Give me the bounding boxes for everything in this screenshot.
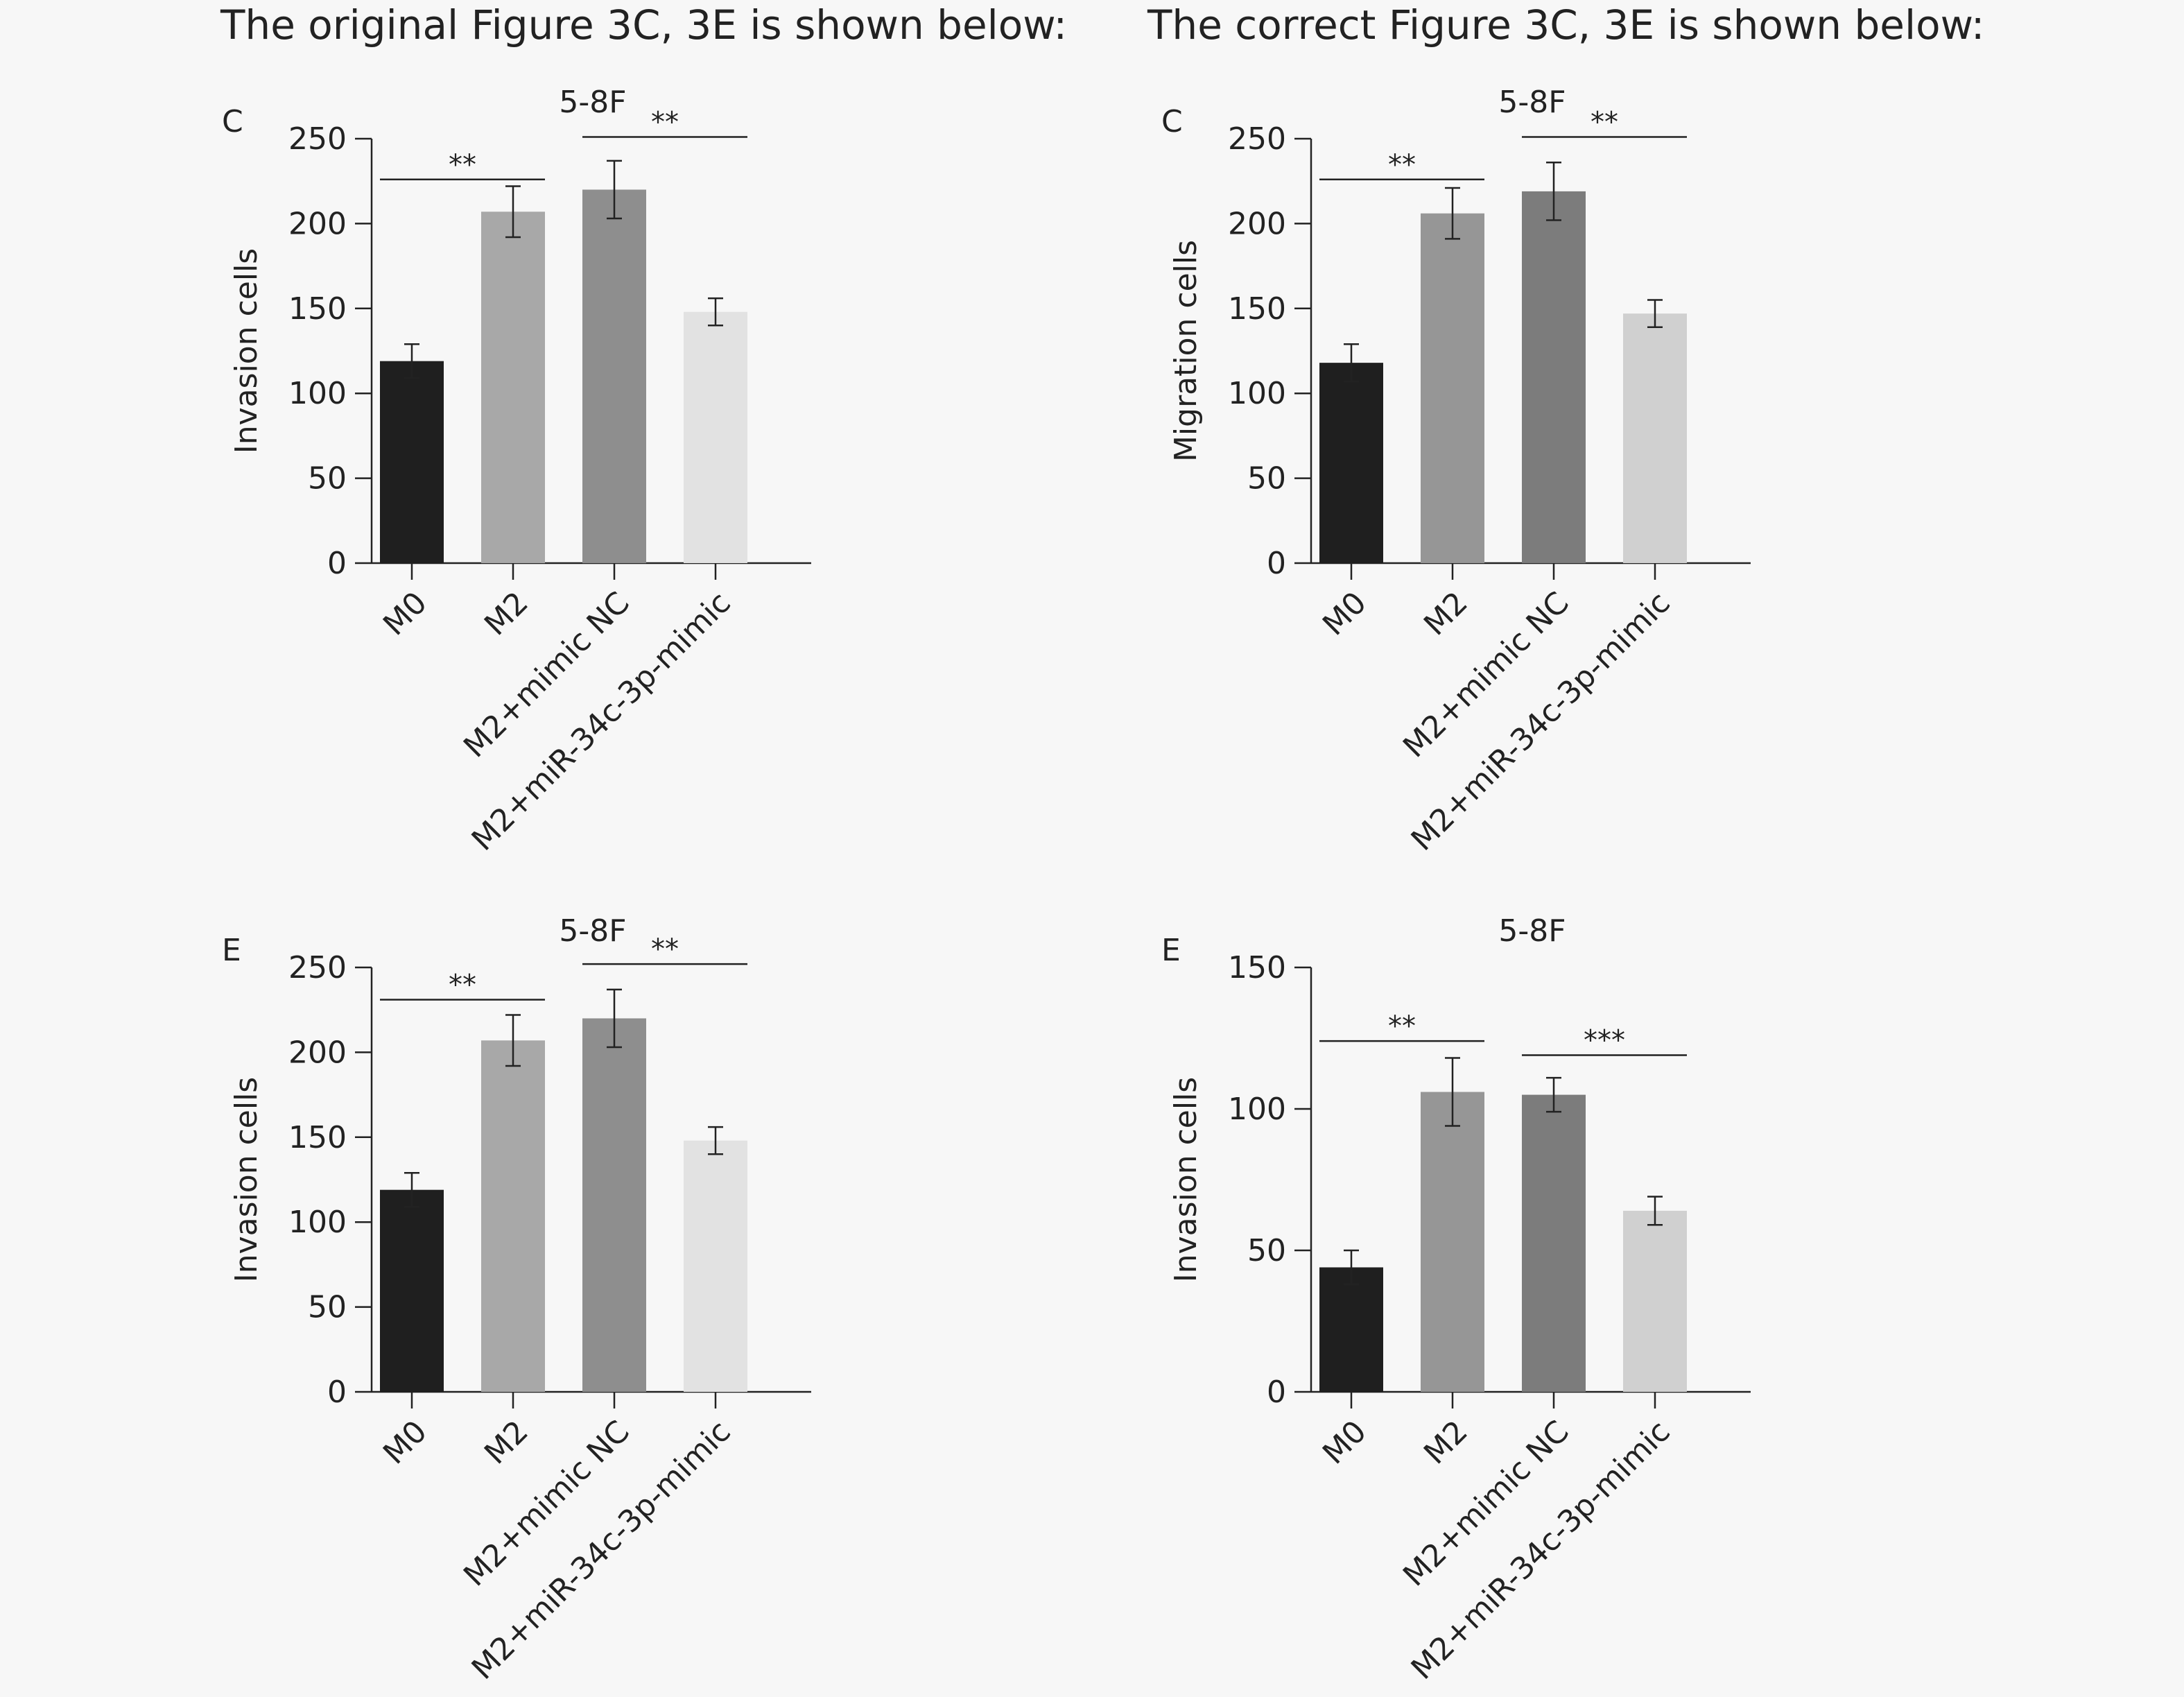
y-tick-label: 250 (288, 950, 347, 985)
y-tick-label: 0 (327, 1375, 347, 1410)
x-tick-label: M0 (1316, 585, 1373, 643)
panel-original-3e: E 5-8F Invasion cells 0 50 100 150 200 250 M0 M2 M2… (208, 898, 1040, 1687)
y-tick-label: 100 (288, 1205, 347, 1240)
significance-label: ** (651, 107, 679, 139)
x-tick-label: M2 (478, 1414, 535, 1472)
heading-original: The original Figure 3C, 3E is shown belo… (220, 1, 1068, 49)
x-tick-label: M0 (376, 1414, 434, 1472)
y-tick-label: 50 (308, 1290, 347, 1325)
significance-label: ** (1388, 1010, 1416, 1042)
y-tick-label: 150 (288, 1120, 347, 1155)
bar (582, 1018, 646, 1392)
x-tick-label: M0 (376, 585, 434, 643)
y-tick-label: 200 (1228, 206, 1286, 241)
significance-label: ** (449, 970, 476, 1001)
x-tick-label: M2 (478, 585, 535, 643)
panel-label: C (1161, 104, 1183, 139)
significance-label: ** (449, 149, 476, 181)
chart-title: 5-8F (1498, 913, 1566, 949)
bar (684, 1140, 747, 1392)
y-tick-label: 100 (1228, 376, 1286, 411)
bar (1623, 313, 1687, 563)
y-tick-label: 150 (1228, 950, 1286, 985)
y-tick-label: 250 (288, 121, 347, 157)
y-tick-label: 200 (288, 206, 347, 241)
bar (1522, 191, 1586, 563)
panel-correct-3e: E 5-8F Invasion cells 0 50 100 150 M0 M2 M2+mimic… (1147, 898, 1979, 1687)
panel-correct-3c: C 5-8F Migration cells 0 50 100 150 200 250 M0 M2 M… (1147, 69, 1979, 858)
bar (1623, 1210, 1687, 1392)
panel-original-3c: C 5-8F Invasion cells 0 50 100 150 200 250 M0 M2 M2… (208, 69, 1040, 858)
y-axis-label: Invasion cells (229, 1077, 264, 1282)
y-tick-label: 250 (1228, 121, 1286, 157)
panel-label: C (222, 104, 243, 139)
y-tick-label: 100 (288, 376, 347, 411)
bar (582, 189, 646, 563)
bar (380, 1189, 444, 1392)
chart-title: 5-8F (559, 913, 626, 949)
x-tick-label: M2 (1417, 585, 1475, 643)
significance-label: ** (1591, 107, 1618, 139)
y-axis-label: Migration cells (1168, 240, 1204, 462)
y-tick-label: 50 (1247, 461, 1286, 497)
heading-correct: The correct Figure 3C, 3E is shown below… (1147, 1, 1985, 49)
bar (1319, 363, 1383, 563)
y-tick-label: 150 (288, 291, 347, 327)
y-axis-label: Invasion cells (229, 248, 264, 454)
y-tick-label: 200 (288, 1035, 347, 1070)
x-tick-label: M0 (1316, 1414, 1373, 1472)
bar (1319, 1267, 1383, 1392)
panel-label: E (222, 933, 241, 968)
bar (380, 361, 444, 563)
bar (1421, 213, 1484, 563)
bar (1421, 1092, 1484, 1392)
bar (684, 311, 747, 563)
x-tick-label: M2 (1417, 1414, 1475, 1472)
y-tick-label: 50 (1247, 1233, 1286, 1268)
significance-label: ** (1388, 149, 1416, 181)
panel-label: E (1161, 933, 1181, 968)
y-tick-label: 0 (1267, 1375, 1286, 1410)
significance-label: ** (651, 933, 679, 965)
y-tick-label: 0 (327, 546, 347, 581)
bar (1522, 1094, 1586, 1392)
chart-title: 5-8F (1498, 85, 1566, 120)
y-tick-label: 100 (1228, 1092, 1286, 1127)
bar (481, 1040, 545, 1392)
y-tick-label: 150 (1228, 291, 1286, 327)
y-axis-label: Invasion cells (1168, 1077, 1204, 1282)
y-tick-label: 50 (308, 461, 347, 497)
significance-label: *** (1584, 1024, 1625, 1056)
chart-title: 5-8F (559, 85, 626, 120)
bar (481, 212, 545, 563)
y-tick-label: 0 (1267, 546, 1286, 581)
